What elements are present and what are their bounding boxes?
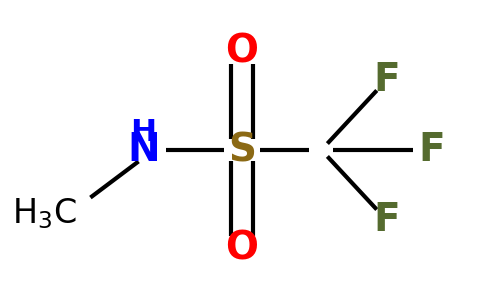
Text: F: F [373,201,400,239]
Text: F: F [373,61,400,99]
Text: N: N [127,131,160,169]
Text: O: O [226,229,258,267]
Text: $\mathsf{H_3C}$: $\mathsf{H_3C}$ [12,196,77,231]
Text: H: H [130,118,156,147]
Text: S: S [228,131,256,169]
Text: O: O [226,33,258,71]
Text: F: F [419,131,445,169]
